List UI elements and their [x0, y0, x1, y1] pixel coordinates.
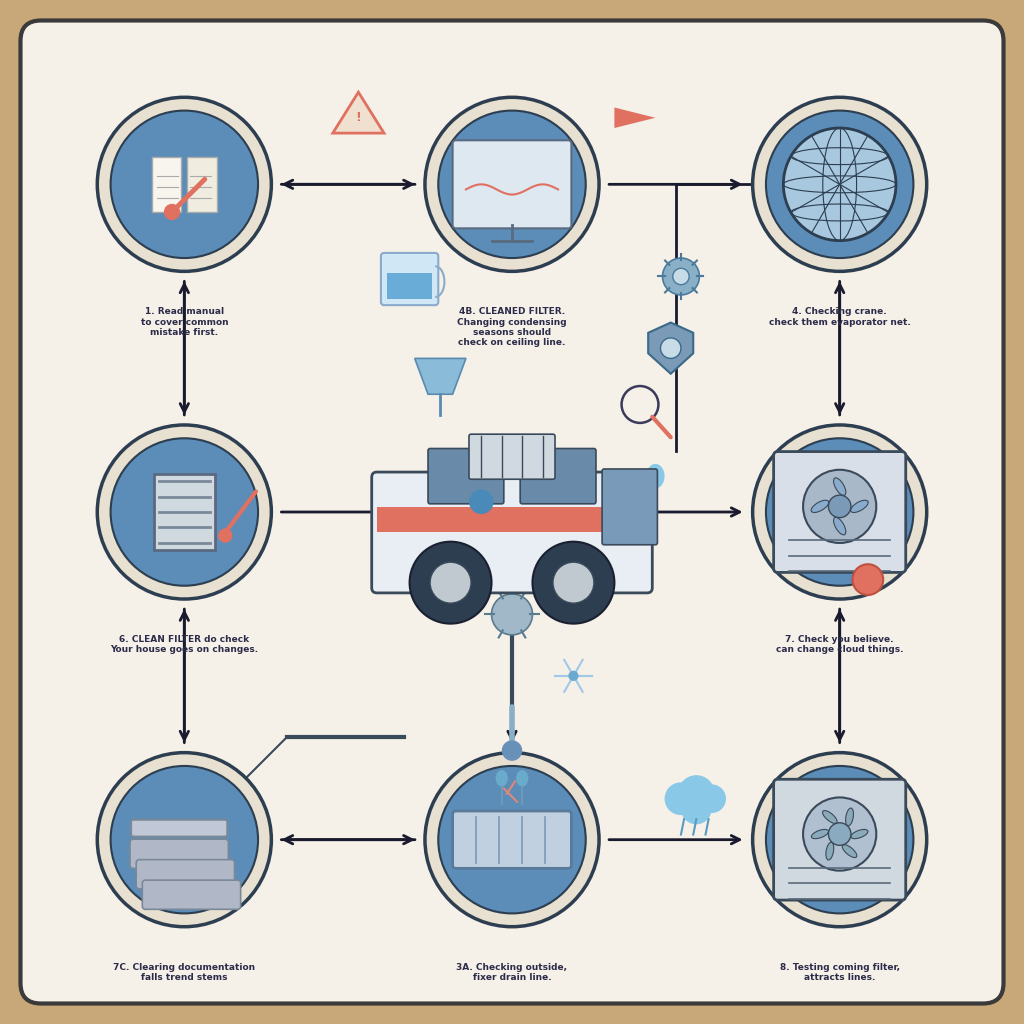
Circle shape: [663, 258, 699, 295]
FancyBboxPatch shape: [453, 811, 571, 868]
Circle shape: [425, 97, 599, 271]
Text: 6. CLEAN FILTER do check
Your house goes on changes.: 6. CLEAN FILTER do check Your house goes…: [111, 635, 258, 654]
FancyBboxPatch shape: [453, 140, 571, 228]
Circle shape: [852, 564, 883, 595]
Circle shape: [430, 562, 471, 603]
FancyBboxPatch shape: [152, 157, 181, 212]
Circle shape: [111, 438, 258, 586]
Polygon shape: [648, 323, 693, 374]
Circle shape: [97, 97, 271, 271]
FancyBboxPatch shape: [520, 449, 596, 504]
Circle shape: [97, 753, 271, 927]
Circle shape: [783, 128, 896, 241]
Circle shape: [425, 753, 599, 927]
FancyBboxPatch shape: [142, 881, 241, 909]
Circle shape: [753, 753, 927, 927]
Circle shape: [438, 111, 586, 258]
Circle shape: [803, 470, 877, 543]
Circle shape: [660, 338, 681, 358]
FancyBboxPatch shape: [20, 20, 1004, 1004]
Circle shape: [766, 438, 913, 586]
Text: !: !: [355, 112, 361, 124]
Circle shape: [410, 542, 492, 624]
Ellipse shape: [811, 829, 828, 839]
Circle shape: [678, 775, 715, 812]
Polygon shape: [415, 358, 466, 394]
Text: 3A. Checking outside,
fixer drain line.: 3A. Checking outside, fixer drain line.: [457, 963, 567, 982]
Circle shape: [553, 562, 594, 603]
FancyBboxPatch shape: [131, 819, 227, 837]
Ellipse shape: [811, 501, 828, 512]
Ellipse shape: [826, 842, 834, 860]
Circle shape: [766, 111, 913, 258]
Text: 7C. Clearing documentation
falls trend stems: 7C. Clearing documentation falls trend s…: [114, 963, 255, 982]
Circle shape: [828, 496, 851, 518]
Ellipse shape: [822, 811, 837, 823]
Circle shape: [665, 782, 697, 815]
Polygon shape: [333, 92, 384, 133]
Circle shape: [111, 766, 258, 913]
Circle shape: [828, 823, 851, 846]
Text: 1. Read manual
to cover common
mistake first.: 1. Read manual to cover common mistake f…: [140, 307, 228, 337]
Circle shape: [681, 794, 712, 824]
Circle shape: [532, 542, 614, 624]
FancyBboxPatch shape: [602, 469, 657, 545]
Text: 7. Check you believe.
can change cloud things.: 7. Check you believe. can change cloud t…: [776, 635, 903, 654]
Circle shape: [753, 425, 927, 599]
Circle shape: [438, 766, 586, 913]
FancyBboxPatch shape: [469, 434, 555, 479]
Ellipse shape: [851, 829, 868, 839]
Circle shape: [111, 111, 258, 258]
Circle shape: [568, 671, 579, 681]
Ellipse shape: [496, 770, 508, 786]
Ellipse shape: [846, 808, 853, 826]
FancyBboxPatch shape: [372, 472, 652, 593]
Text: 8. Testing coming filter,
attracts lines.: 8. Testing coming filter, attracts lines…: [779, 963, 900, 982]
FancyBboxPatch shape: [381, 253, 438, 305]
Text: 4B. CLEANED FILTER.
Changing condensing
seasons should
check on ceiling line.: 4B. CLEANED FILTER. Changing condensing …: [457, 307, 567, 347]
FancyBboxPatch shape: [428, 449, 504, 504]
Circle shape: [492, 594, 532, 635]
Ellipse shape: [843, 845, 857, 857]
Circle shape: [469, 489, 494, 514]
FancyBboxPatch shape: [774, 452, 905, 572]
Ellipse shape: [834, 478, 846, 496]
Text: 4. Checking crane.
check them evaporator net.: 4. Checking crane. check them evaporator…: [769, 307, 910, 327]
FancyBboxPatch shape: [136, 860, 234, 889]
FancyBboxPatch shape: [377, 507, 647, 532]
Circle shape: [502, 740, 522, 761]
Polygon shape: [614, 108, 655, 128]
Circle shape: [164, 204, 180, 220]
FancyBboxPatch shape: [774, 779, 905, 900]
Circle shape: [218, 528, 232, 543]
Ellipse shape: [851, 501, 868, 512]
Ellipse shape: [492, 774, 532, 813]
Circle shape: [97, 425, 271, 599]
Circle shape: [697, 784, 726, 813]
FancyBboxPatch shape: [387, 273, 432, 299]
FancyBboxPatch shape: [154, 473, 215, 551]
FancyBboxPatch shape: [130, 840, 228, 868]
Circle shape: [766, 766, 913, 913]
Ellipse shape: [646, 464, 665, 488]
Ellipse shape: [834, 517, 846, 535]
Circle shape: [673, 268, 689, 285]
FancyBboxPatch shape: [187, 157, 217, 212]
Circle shape: [803, 798, 877, 870]
Ellipse shape: [516, 770, 528, 786]
Circle shape: [753, 97, 927, 271]
